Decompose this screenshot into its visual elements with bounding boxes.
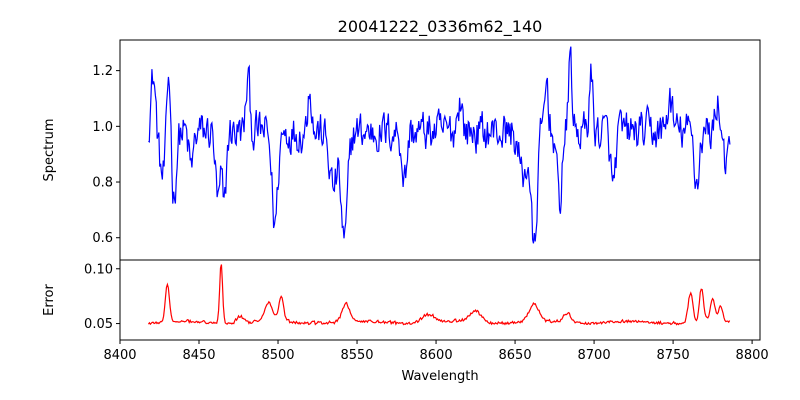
x-axis-ticks: 8400 8450 8500 8550 8600 8650 8700 8750 8800: [103, 340, 769, 363]
error-y-axis-label: Error: [42, 284, 57, 316]
x-tick-label: 8700: [578, 348, 611, 363]
x-tick-label: 8500: [261, 348, 294, 363]
spectrum-panel-y-tick-label: 0.6: [92, 231, 113, 246]
spectrum-y-axis-label: Spectrum: [42, 119, 57, 182]
error-panel: 0.05 0.10 Error: [42, 259, 761, 341]
error-axes-frame: [119, 259, 761, 341]
spectrum-series-line: [148, 46, 731, 244]
x-tick-label: 8750: [657, 348, 690, 363]
spectrum-y-ticks: 0.6 0.8 1.0 1.2: [92, 64, 120, 246]
x-tick-label: 8400: [103, 348, 136, 363]
spectrum-panel-y-tick-label: 1.0: [92, 120, 113, 135]
error-series-line: [147, 264, 731, 326]
error-panel-y-tick-label: 0.10: [84, 262, 113, 277]
x-tick-label: 8600: [420, 348, 453, 363]
x-tick-label: 8650: [499, 348, 532, 363]
x-axis-label: Wavelength: [401, 369, 478, 384]
spectrum-panel-y-tick-label: 1.2: [92, 64, 113, 79]
x-tick-label: 8550: [340, 348, 373, 363]
x-tick-label: 8450: [182, 348, 215, 363]
error-y-ticks: 0.05 0.10: [84, 262, 120, 332]
x-tick-label: 8800: [736, 348, 769, 363]
spectrum-panel-y-tick-label: 0.8: [92, 176, 113, 191]
chart-title: 20041222_0336m62_140: [338, 17, 543, 37]
error-panel-y-tick-label: 0.05: [84, 317, 113, 332]
